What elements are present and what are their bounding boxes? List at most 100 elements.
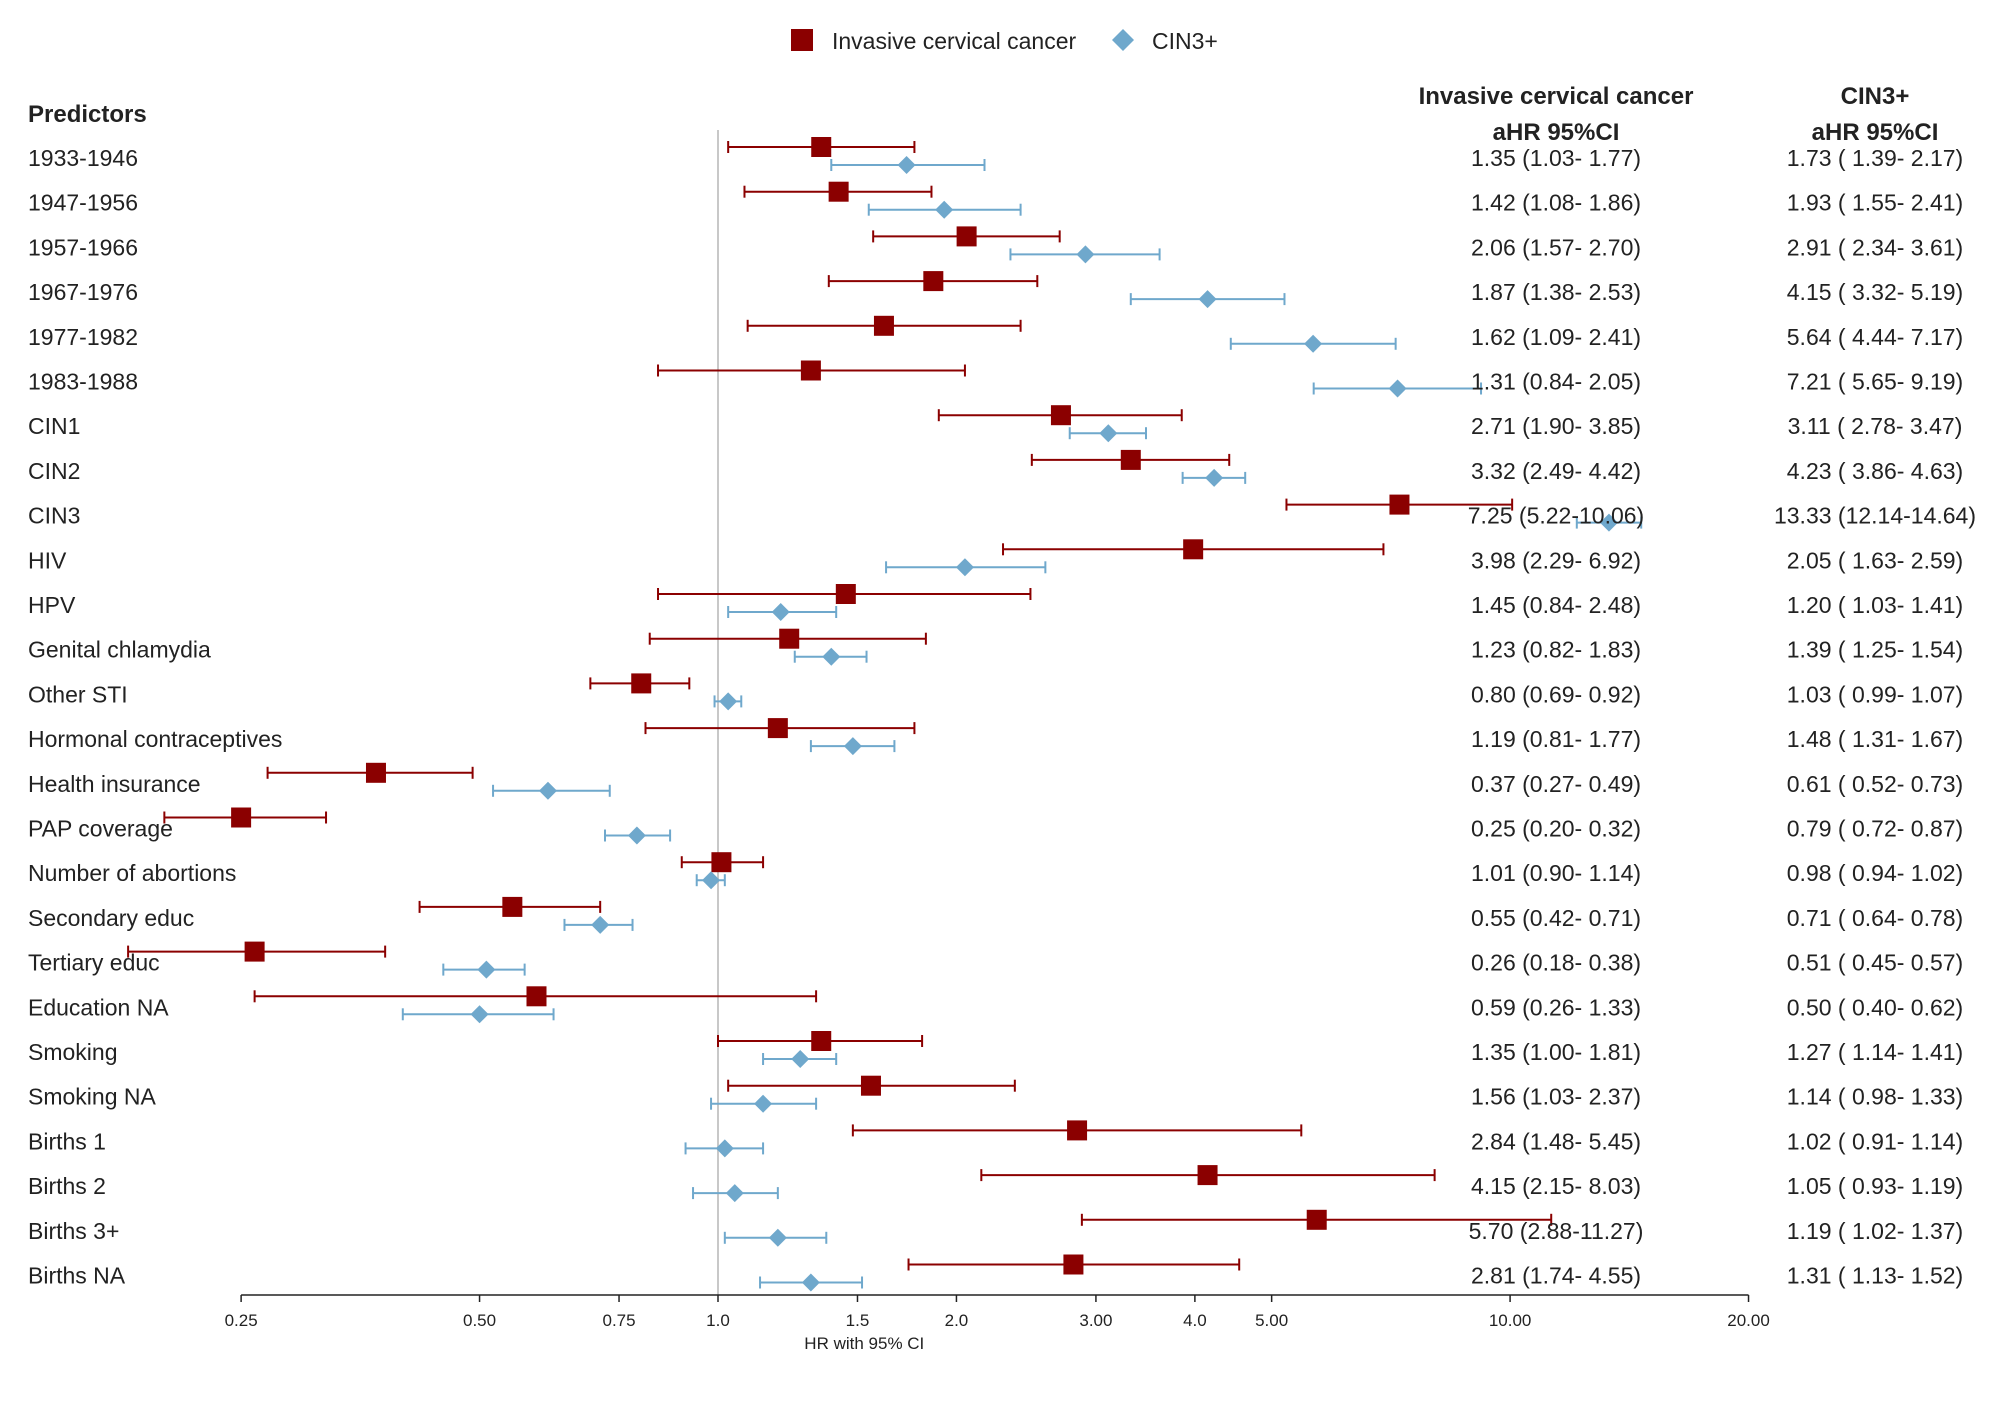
icc-point (1183, 539, 1204, 560)
icc-value: 1.19 (0.81- 1.77) (1471, 726, 1641, 752)
cin-value: 1.03 ( 0.99- 1.07) (1787, 681, 1963, 707)
predictor-label: 1947-1956 (28, 190, 138, 216)
predictor-label: 1983-1988 (28, 369, 138, 395)
icc-value: 2.06 (1.57- 2.70) (1471, 234, 1641, 260)
icc-point (711, 852, 732, 873)
cin-value: 1.93 ( 1.55- 2.41) (1787, 190, 1963, 216)
table-row: Number of abortions 1.01 (0.90- 1.14) 0.98… (28, 852, 1963, 890)
icc-value: 1.23 (0.82- 1.83) (1471, 637, 1641, 663)
predictor-label: CIN3 (28, 503, 80, 529)
predictor-label: PAP coverage (28, 816, 173, 842)
cin-value: 0.79 ( 0.72- 0.87) (1787, 816, 1963, 842)
icc-point (365, 762, 386, 783)
cin-value: 0.50 ( 0.40- 0.62) (1787, 994, 1963, 1020)
table-row: 1947-1956 1.42 (1.08- 1.86) 1.93 ( 1.55- 2… (28, 181, 1963, 219)
cin-point (771, 603, 790, 621)
cin-value: 1.48 ( 1.31- 1.67) (1787, 726, 1963, 752)
table-row: Hormonal contraceptives 1.19 (0.81- 1.77)… (28, 718, 1963, 756)
predictor-label: 1977-1982 (28, 324, 138, 350)
cin-point (1099, 424, 1118, 443)
table-row: Other STI 0.80 (0.69- 0.92) 1.03 ( 0.99- 1… (28, 673, 1963, 711)
cin-point (1198, 290, 1217, 309)
icc-value: 2.84 (1.48- 5.45) (1471, 1128, 1641, 1154)
legend-marker-cin3 (1112, 29, 1134, 51)
table-row: HIV 3.98 (2.29- 6.92) 2.05 ( 1.63- 2.59) (28, 539, 1963, 577)
icc-point (800, 360, 821, 381)
icc-point (1306, 1209, 1327, 1230)
table-row: HPV 1.45 (0.84- 2.48) 1.20 ( 1.03- 1.41) (28, 584, 1963, 621)
table-row: Genital chlamydia 1.23 (0.82- 1.83) 1.39 (… (28, 628, 1963, 666)
x-tick-label: 0.25 (225, 1311, 258, 1330)
cin-point (1388, 379, 1407, 398)
predictors-header: Predictors (28, 101, 147, 128)
icc-value: 1.35 (1.03- 1.77) (1471, 145, 1641, 171)
cin-point (1304, 334, 1323, 353)
cin-point (768, 1228, 787, 1247)
cin-point (477, 960, 496, 979)
icc-value: 1.62 (1.09- 2.41) (1471, 324, 1641, 350)
cin-value: 1.39 ( 1.25- 1.54) (1787, 637, 1963, 663)
cin-value: 1.31 ( 1.13- 1.52) (1787, 1263, 1963, 1289)
predictor-label: Genital chlamydia (28, 637, 211, 663)
predictor-label: Education NA (28, 994, 169, 1020)
icc-point (828, 181, 849, 202)
predictor-label: Births 1 (28, 1128, 106, 1154)
cin-value: 7.21 ( 5.65- 9.19) (1787, 369, 1963, 395)
x-tick-label: 1.0 (706, 1311, 730, 1330)
icc-value: 2.71 (1.90- 3.85) (1471, 413, 1641, 439)
icc-value: 0.80 (0.69- 0.92) (1471, 681, 1641, 707)
cin-value: 1.14 ( 0.98- 1.33) (1787, 1084, 1963, 1110)
cin-point (801, 1273, 820, 1292)
icc-point (1063, 1254, 1084, 1275)
predictor-label: Births 3+ (28, 1218, 119, 1244)
col2-header-sub: aHR 95%CI (1812, 119, 1939, 146)
cin-point (1599, 513, 1618, 532)
predictor-label: Births NA (28, 1263, 126, 1289)
table-row: 1933-1946 1.35 (1.03- 1.77) 1.73 ( 1.39- 2… (28, 137, 1963, 174)
icc-value: 1.01 (0.90- 1.14) (1471, 860, 1641, 886)
icc-point (1067, 1120, 1088, 1141)
x-tick-label: 2.0 (945, 1311, 969, 1330)
table-row: CIN3 7.25 (5.22-10.06) 13.33 (12.14-14.64) (28, 494, 1976, 532)
icc-value: 1.42 (1.08- 1.86) (1471, 190, 1641, 216)
table-row: Births 1 2.84 (1.48- 5.45) 1.02 ( 0.91- 1.… (28, 1120, 1963, 1158)
col1-header-title: Invasive cervical cancer (1419, 83, 1694, 110)
predictor-label: HIV (28, 547, 67, 573)
predictor-label: Health insurance (28, 771, 201, 797)
x-axis-label: HR with 95% CI (804, 1334, 924, 1353)
cin-value: 3.11 ( 2.78- 3.47) (1788, 413, 1963, 439)
cin-point (719, 692, 738, 711)
x-tick-label: 10.00 (1489, 1311, 1532, 1330)
predictor-label: Hormonal contraceptives (28, 726, 282, 752)
cin-point (725, 1184, 744, 1203)
icc-point (873, 315, 894, 336)
icc-point (923, 271, 944, 292)
cin-value: 1.73 ( 1.39- 2.17) (1787, 145, 1963, 171)
cin-value: 0.61 ( 0.52- 0.73) (1787, 771, 1963, 797)
cin-point (843, 737, 862, 756)
table-row: Education NA 0.59 (0.26- 1.33) 0.50 ( 0.40… (28, 986, 1963, 1024)
table-row: Secondary educ 0.55 (0.42- 0.71) 0.71 ( 0.… (28, 896, 1963, 934)
table-row: Tertiary educ 0.26 (0.18- 0.38) 0.51 ( 0.4… (28, 941, 1963, 979)
legend-marker-invasive (791, 29, 813, 51)
predictor-label: 1967-1976 (28, 279, 138, 305)
icc-value: 4.15 (2.15- 8.03) (1471, 1173, 1641, 1199)
icc-value: 1.56 (1.03- 2.37) (1471, 1084, 1641, 1110)
table-row: PAP coverage 0.25 (0.20- 0.32) 0.79 ( 0.72… (28, 807, 1963, 845)
x-tick-label: 5.00 (1255, 1311, 1288, 1330)
cin-value: 1.05 ( 0.93- 1.19) (1787, 1173, 1963, 1199)
cin-point (935, 200, 954, 219)
x-tick-label: 4.0 (1183, 1311, 1207, 1330)
table-row: CIN1 2.71 (1.90- 3.85) 3.11 ( 2.78- 3.47) (28, 405, 1963, 443)
icc-point (502, 896, 523, 917)
cin-point (627, 826, 646, 845)
table-row: 1967-1976 1.87 (1.38- 2.53) 4.15 ( 3.32- 5… (28, 271, 1963, 309)
table-row: Births 3+ 5.70 (2.88-11.27) 1.19 ( 1.02- 1… (28, 1209, 1963, 1247)
cin-point (538, 781, 557, 800)
table-row: 1957-1966 2.06 (1.57- 2.70) 2.91 ( 2.34- 3… (28, 226, 1963, 264)
cin-point (754, 1094, 773, 1113)
icc-point (631, 673, 652, 694)
x-tick-label: 1.5 (846, 1311, 870, 1330)
cin-value: 0.51 ( 0.45- 0.57) (1787, 950, 1963, 976)
